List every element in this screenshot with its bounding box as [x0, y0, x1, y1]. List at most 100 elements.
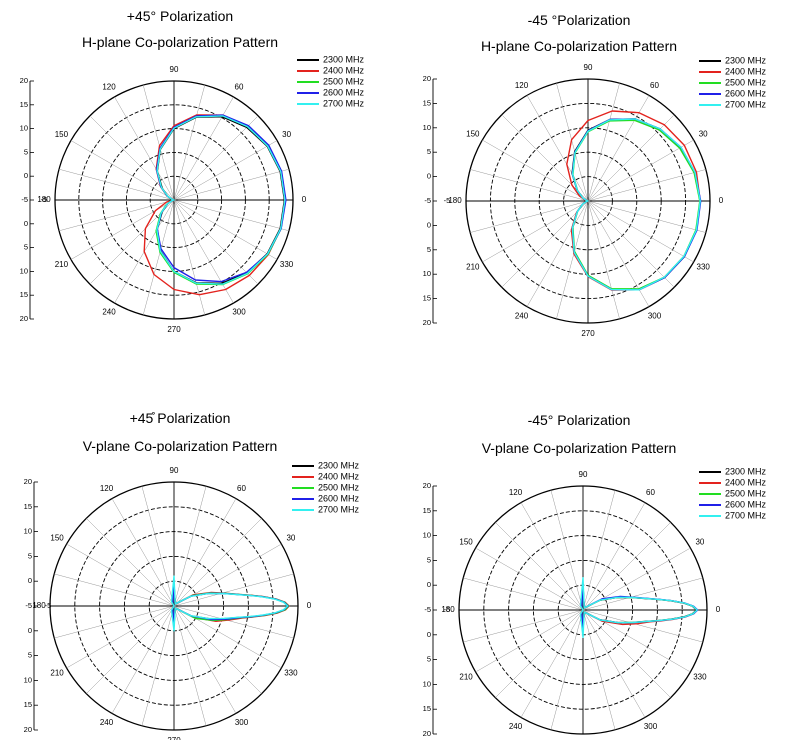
- angle-tick-label: 150: [466, 130, 480, 139]
- radial-tick-label: 20: [423, 729, 431, 738]
- spoke-line: [58, 168, 175, 201]
- chart-panel-v-plus45: +45̊ Polarization V-plane Co-polarizatio…: [0, 370, 398, 740]
- spoke-line: [173, 199, 206, 316]
- angle-tick-label: 90: [170, 65, 179, 74]
- spoke-line: [550, 609, 584, 730]
- spoke-line: [463, 577, 584, 611]
- radial-tick-label: 10: [24, 527, 32, 536]
- radial-tick-label: 20: [423, 318, 431, 327]
- angle-tick-label: 30: [286, 534, 295, 543]
- spoke-line: [173, 518, 262, 607]
- legend-label: 2400 MHz: [323, 65, 365, 75]
- spoke-line: [173, 486, 207, 607]
- spoke-line: [114, 96, 175, 201]
- spoke-line: [173, 605, 207, 726]
- spoke-line: [54, 573, 175, 607]
- spoke-line: [86, 605, 175, 694]
- radial-tick-label: -5: [424, 605, 431, 614]
- spoke-line: [475, 609, 584, 673]
- angle-tick-label: 240: [102, 308, 116, 317]
- angle-tick-label: 330: [284, 669, 298, 678]
- spoke-line: [587, 83, 620, 202]
- angle-tick-label: 300: [648, 311, 662, 320]
- spoke-line: [482, 200, 589, 263]
- legend-label: 2600 MHz: [318, 493, 360, 503]
- spoke-line: [470, 200, 589, 233]
- radial-tick-label: 20: [423, 481, 431, 490]
- spoke-line: [470, 169, 589, 202]
- radial-tick-label: 0: [427, 630, 431, 639]
- series-line: [170, 575, 289, 632]
- polar-plot: 030609012015018021024027030033020151050-…: [24, 460, 360, 740]
- spoke-line: [58, 199, 175, 232]
- spoke-line: [173, 605, 237, 714]
- radial-tick-label: 5: [427, 655, 431, 664]
- spoke-line: [173, 498, 237, 607]
- center-radial-label: -5: [45, 601, 52, 610]
- spoke-line: [495, 522, 584, 611]
- angle-tick-label: 240: [515, 311, 529, 320]
- legend-label: 2300 MHz: [725, 55, 767, 65]
- spoke-line: [526, 200, 589, 307]
- radial-tick-label: 15: [423, 294, 431, 303]
- spoke-line: [556, 83, 589, 202]
- radial-tick-label: 15: [423, 98, 431, 107]
- angle-tick-label: 120: [509, 488, 523, 497]
- angle-tick-label: 60: [646, 488, 655, 497]
- chart-subtitle: V-plane Co-polarization Pattern: [82, 438, 278, 454]
- spoke-line: [142, 199, 175, 316]
- spoke-line: [70, 140, 175, 201]
- radial-tick-label: 20: [423, 74, 431, 83]
- angle-tick-label: 300: [232, 308, 246, 317]
- angle-tick-label: 270: [167, 736, 181, 740]
- legend-label: 2700 MHz: [725, 510, 767, 520]
- spoke-line: [173, 199, 290, 232]
- radial-tick-label: 5: [427, 245, 431, 254]
- angle-tick-label: 210: [466, 263, 480, 272]
- angle-tick-label: 0: [307, 601, 312, 610]
- angle-tick-label: 180: [37, 195, 51, 204]
- spoke-line: [587, 200, 675, 288]
- spoke-line: [587, 200, 650, 307]
- spoke-line: [173, 168, 290, 201]
- spoke-line: [142, 84, 175, 201]
- angle-tick-label: 180: [32, 601, 46, 610]
- radial-tick-label: 0: [427, 580, 431, 589]
- angle-tick-label: 150: [459, 538, 473, 547]
- radial-tick-label: 5: [28, 551, 32, 560]
- legend-label: 2300 MHz: [318, 460, 360, 470]
- radial-tick-label: 10: [423, 269, 431, 278]
- angle-tick-label: 30: [282, 130, 291, 139]
- angle-tick-label: 120: [102, 83, 116, 92]
- spoke-line: [173, 84, 206, 201]
- spoke-line: [111, 605, 175, 714]
- spoke-line: [111, 498, 175, 607]
- legend-label: 2500 MHz: [318, 482, 360, 492]
- chart-panel-h-minus45: -45 °Polarization H-plane Co-polarizatio…: [399, 0, 797, 370]
- angle-tick-label: 210: [55, 260, 69, 269]
- legend-label: 2400 MHz: [318, 471, 360, 481]
- spoke-line: [587, 200, 694, 263]
- chart-title: -45° Polarization: [527, 412, 631, 428]
- spoke-line: [173, 140, 278, 201]
- center-radial-label: -5: [41, 195, 48, 204]
- angle-tick-label: 0: [302, 195, 307, 204]
- chart-subtitle: H-plane Co-polarization Pattern: [81, 34, 279, 50]
- angle-tick-label: 330: [697, 263, 711, 272]
- legend-label: 2700 MHz: [323, 98, 365, 108]
- angle-tick-label: 330: [280, 260, 294, 269]
- series-line: [571, 118, 701, 291]
- radial-tick-label: 15: [24, 502, 32, 511]
- radial-tick-label: -5: [424, 196, 431, 205]
- series-line: [156, 115, 286, 285]
- spoke-line: [54, 605, 175, 639]
- spoke-line: [173, 96, 234, 201]
- angle-tick-label: 270: [581, 329, 595, 338]
- radial-tick-label: -5: [25, 601, 32, 610]
- legend-label: 2500 MHz: [323, 76, 365, 86]
- angle-tick-label: 270: [167, 325, 181, 334]
- spoke-line: [495, 609, 584, 698]
- spoke-line: [173, 199, 259, 285]
- angle-tick-label: 30: [699, 130, 708, 139]
- spoke-line: [482, 139, 589, 202]
